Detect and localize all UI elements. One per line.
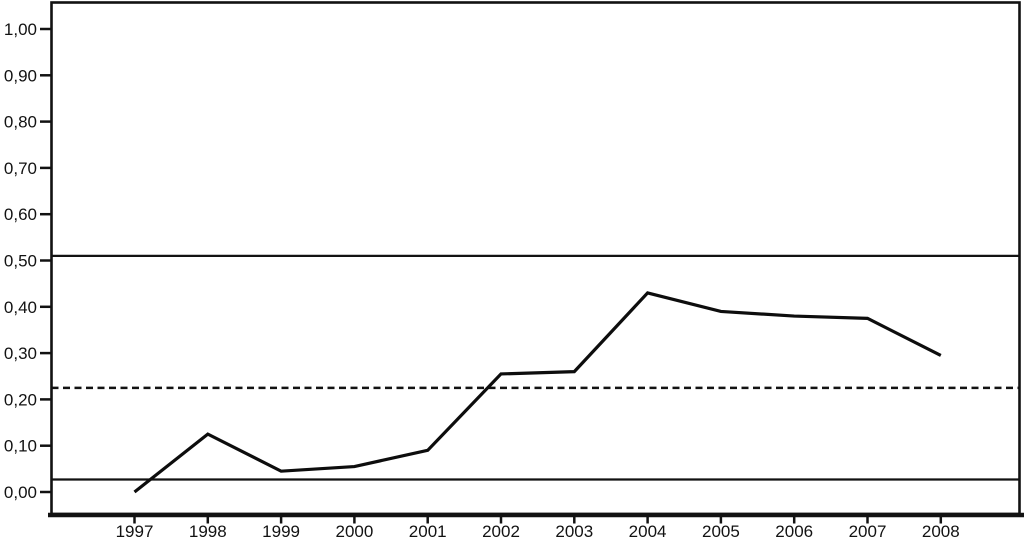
x-tick-label: 2000 bbox=[335, 522, 373, 539]
plot-frame-group bbox=[48, 1, 1024, 518]
x-tick-label: 1998 bbox=[189, 522, 227, 539]
y-tick-label: 0,30 bbox=[4, 344, 37, 363]
x-tick-label: 2007 bbox=[849, 522, 887, 539]
x-tick-label: 2003 bbox=[555, 522, 593, 539]
x-tick-label: 2008 bbox=[922, 522, 960, 539]
y-tick-label: 0,60 bbox=[4, 205, 37, 224]
data-series-line bbox=[133, 291, 942, 494]
x-tick-label: 2006 bbox=[775, 522, 813, 539]
x-tick-label: 2004 bbox=[629, 522, 667, 539]
y-tick-label: 0,50 bbox=[4, 252, 37, 271]
y-tick-label: 0,20 bbox=[4, 390, 37, 409]
x-tick-label: 2005 bbox=[702, 522, 740, 539]
y-tick-label: 1,00 bbox=[4, 20, 37, 39]
y-axis: 1,00 0,90 0,80 0,70 0,60 0,50 0,40 0,30 0,20 0,10… bbox=[4, 20, 52, 502]
y-tick-label: 0,70 bbox=[4, 159, 37, 178]
reference-lines-group bbox=[51, 254, 1020, 481]
x-tick-label: 1997 bbox=[116, 522, 154, 539]
data-series-group bbox=[133, 291, 942, 494]
y-tick-label: 0,40 bbox=[4, 298, 37, 317]
y-tick-label: 0,00 bbox=[4, 483, 37, 502]
x-tick-label: 2001 bbox=[409, 522, 447, 539]
x-axis: 1997 1998 1999 2000 2001 2002 2003 2004 2005 2006… bbox=[116, 514, 960, 539]
plot-frame bbox=[50, 1, 1021, 516]
y-tick-label: 0,80 bbox=[4, 113, 37, 132]
y-tick-label: 0,10 bbox=[4, 437, 37, 456]
x-tick-label: 1999 bbox=[262, 522, 300, 539]
x-tick-label: 2002 bbox=[482, 522, 520, 539]
y-tick-label: 0,90 bbox=[4, 66, 37, 85]
